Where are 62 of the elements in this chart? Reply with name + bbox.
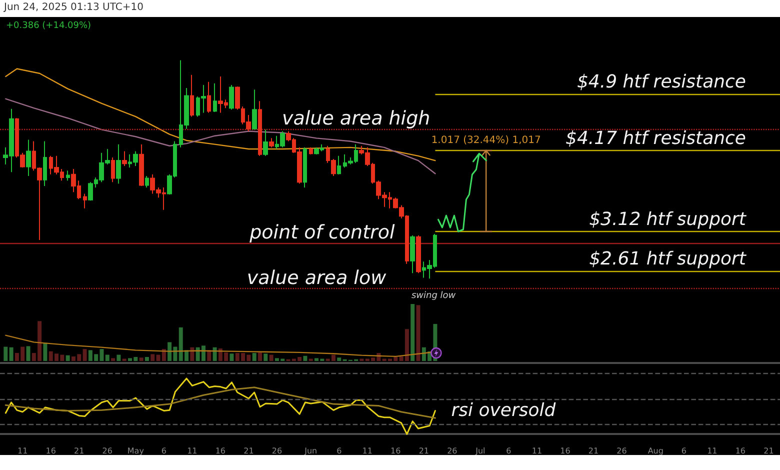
bar	[111, 358, 116, 361]
x-tick-label: 26	[447, 446, 458, 456]
chart-title: Jun 24, 2025 01:13 UTC+10	[4, 2, 144, 13]
x-tick-label: 11	[362, 446, 372, 456]
x-tick-label: 21	[244, 446, 254, 456]
annotation: point of control	[248, 222, 396, 244]
bar	[230, 354, 234, 361]
x-tick-label: 21	[418, 446, 430, 456]
bar	[116, 354, 121, 361]
x-tick-label: 26	[102, 446, 112, 456]
bar	[144, 357, 149, 361]
bar	[9, 347, 14, 361]
x-tick-label: Aug	[648, 446, 664, 456]
bar	[303, 356, 308, 361]
text: $4.17 htf resistance	[566, 128, 746, 150]
x-tick-label: Jun	[304, 446, 318, 456]
bar	[4, 346, 8, 361]
bar	[43, 342, 48, 361]
bar	[258, 352, 262, 361]
x-tick-label: 16	[215, 446, 226, 456]
x-tick-label: 6	[336, 446, 342, 456]
bar	[264, 354, 268, 361]
bar	[212, 347, 217, 361]
text: $2.61 htf support	[589, 248, 746, 270]
bar	[410, 304, 415, 361]
x-tick-label: 11	[18, 446, 28, 456]
annotation: value area low	[246, 267, 387, 290]
bar	[26, 346, 30, 361]
annotation: swing low	[411, 291, 456, 302]
chart-subtitle: +0.386 (+14.09%)	[6, 21, 92, 31]
x-tick-label: 11	[532, 446, 542, 456]
bar	[66, 355, 70, 361]
text: $3.12 htf support	[589, 209, 746, 230]
x-tick-label: Jul	[474, 446, 486, 456]
bar	[150, 354, 155, 361]
bar	[252, 353, 256, 361]
x-tick-label: 16	[735, 446, 746, 456]
annotation: rsi oversold	[451, 400, 556, 422]
x-tick-label: 16	[46, 446, 56, 456]
annotation: value area high	[282, 107, 430, 130]
x-tick-label: May	[127, 446, 144, 456]
x-tick-label: 6	[506, 446, 512, 456]
bar	[82, 349, 87, 361]
x-tick-label: 26	[272, 446, 282, 456]
x-tick-label: 11	[187, 446, 198, 456]
x-tick-label: 21	[74, 446, 84, 456]
bar	[269, 354, 274, 361]
annotation: 1.017 (32.44%) 1,017	[431, 135, 541, 146]
bar	[337, 358, 342, 361]
bar	[416, 305, 420, 361]
x-tick-label: 21	[588, 446, 599, 456]
bar	[105, 354, 110, 361]
x-tick-label: 6	[681, 446, 686, 456]
x-tick-label: 11	[707, 446, 718, 456]
x-tick-label: 6	[161, 446, 166, 456]
text: $4.9 htf resistance	[576, 72, 746, 93]
x-tick-label: 21	[764, 446, 774, 456]
x-tick-label: 16	[560, 446, 570, 456]
bar	[139, 358, 144, 361]
bar	[207, 350, 212, 361]
x-tick-label: 16	[390, 446, 401, 456]
x-tick-label: 26	[616, 446, 627, 456]
